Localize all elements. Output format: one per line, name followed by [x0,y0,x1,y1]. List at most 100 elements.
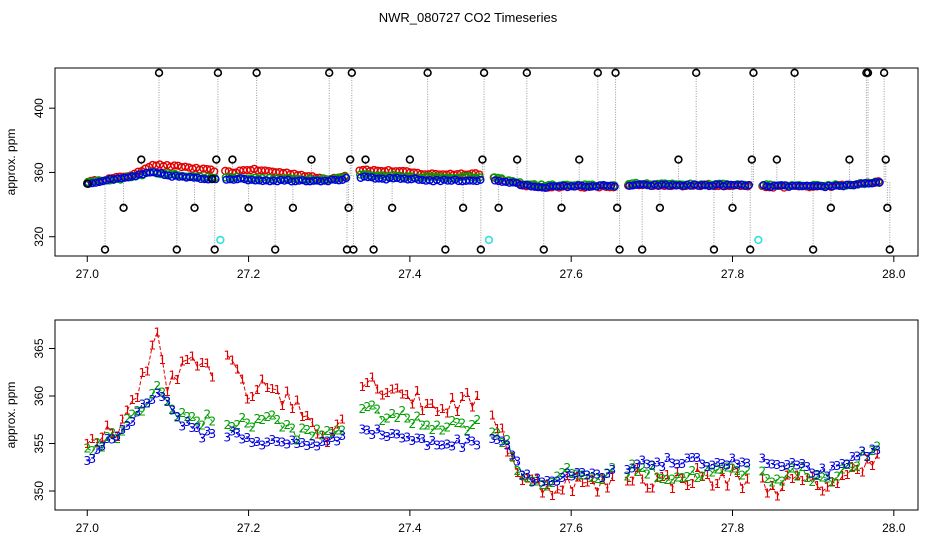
panel2-xtick-label: 27.8 [721,521,745,535]
panel1-reference-point [863,68,873,78]
panel2-marker-2: 2 [453,416,461,430]
panel2-marker-3: 3 [193,421,201,435]
panel2-marker-2: 2 [418,418,426,432]
panel2-marker-3: 3 [824,470,832,484]
panel2-marker-2: 2 [228,420,236,434]
panel2-marker-2: 2 [278,420,286,434]
panel1-point-3 [766,182,775,191]
panel1-reference-point [361,155,370,164]
panel2-marker-1: 1 [523,472,531,486]
figure-title: NWR_080727 CO2 Timeseries [379,10,558,25]
panel2-marker-3: 3 [503,439,511,453]
panel2-marker-3: 3 [258,438,266,452]
panel1-guide-lines [86,72,891,250]
panel2-marker-2: 2 [508,450,516,464]
panel2-marker-2: 2 [583,468,591,482]
panel2-marker-3: 3 [378,429,386,443]
panel2-marker-3: 3 [448,440,456,454]
panel2-marker-3: 3 [739,456,747,470]
panel2-marker-3: 3 [548,475,556,489]
panel2-marker-3: 3 [323,434,331,448]
panel2-marker-3: 3 [528,475,536,489]
panel2-marker-2: 2 [493,426,501,440]
panel2-marker-1: 1 [689,477,697,491]
panel2-marker-3: 3 [694,451,702,465]
panel2-marker-1: 1 [468,400,476,414]
panel2-marker-2: 2 [874,440,882,454]
panel2-marker-3: 3 [829,460,837,474]
panel2-marker-3: 3 [563,467,571,481]
panel2-series-line-3 [761,448,878,478]
panel1-point-3 [704,181,714,191]
panel2-marker-3: 3 [498,434,506,448]
panel1-reference-point [137,155,146,164]
panel2-marker-1: 1 [794,469,802,483]
panel2-marker-1: 1 [183,353,191,367]
panel1-reference-point [83,179,92,188]
panel2-marker-2: 2 [814,469,822,483]
panel2-marker-3: 3 [393,427,401,441]
panel2-marker-2: 2 [674,470,682,484]
panel2-series-line-1 [86,330,213,445]
panel2-marker-2: 2 [669,472,677,486]
panel2-marker-1: 1 [428,397,436,411]
panel2-marker-2: 2 [88,444,96,458]
panel2-marker-1: 1 [774,490,782,504]
panel2-series-line-3 [627,457,748,471]
panel2-marker-1: 1 [153,325,161,339]
panel1-xtick-label: 27.2 [237,267,261,281]
panel2-marker-2: 2 [563,461,571,475]
panel1-point-3 [639,180,648,189]
panel1-point-1 [202,164,212,174]
panel2-marker-3: 3 [523,468,531,482]
panel2-marker-1: 1 [278,399,286,413]
panel1-reference-point [612,203,622,212]
panel2-marker-3: 3 [88,452,96,466]
panel2-marker-3: 3 [433,439,441,453]
panel1-point-3 [610,182,619,191]
panel2-marker-1: 1 [83,437,91,451]
panel2-marker-1: 1 [333,418,341,432]
panel1-reference-point [212,155,221,164]
panel2-marker-3: 3 [654,456,662,470]
panel1-reference-point [575,155,584,164]
panel1-point-3 [759,180,768,190]
panel2-marker-3: 3 [538,476,546,490]
panel1-reference-point [879,68,889,78]
panel2-marker-3: 3 [774,458,782,472]
panel2-marker-1: 1 [854,463,862,477]
panel1-point-3 [712,180,721,189]
panel2-series-line-2 [227,414,343,442]
panel2-marker-3: 3 [508,448,516,462]
panel2-marker-3: 3 [699,457,707,471]
panel2-marker-3: 3 [108,432,116,446]
panel2-marker-3: 3 [593,468,601,482]
panel2-marker-3: 3 [148,393,156,407]
panel2-marker-2: 2 [268,409,276,423]
panel2-marker-2: 2 [824,471,832,485]
panel1-point-3 [138,170,148,179]
panel2-marker-3: 3 [118,423,126,437]
panel2-marker-2: 2 [358,402,366,416]
panel2-marker-2: 2 [318,428,326,442]
panel2-marker-2: 2 [238,411,246,425]
panel1-point-3 [777,181,786,190]
panel1-xtick-label: 27.4 [398,267,422,281]
panel1-calibration-point [484,235,494,245]
panel2-marker-1: 1 [423,397,431,411]
panel1-reference-point [674,155,683,164]
panel1-point-3 [864,179,873,188]
panel2-marker-3: 3 [368,428,376,442]
panel2-marker-2: 2 [593,472,601,486]
panel2-marker-3: 3 [233,427,241,441]
panel1-calibration-point [754,235,763,245]
panel1-reference-point [344,203,353,212]
panel2-series-line-2 [761,446,878,484]
panel1-point-3 [153,168,162,178]
panel2-marker-3: 3 [769,457,777,471]
panel2-marker-1: 1 [173,373,181,387]
panel2-marker-2: 2 [724,460,732,474]
panel1-reference-point [746,245,755,254]
panel2-marker-3: 3 [238,432,246,446]
panel2-marker-2: 2 [603,466,611,480]
